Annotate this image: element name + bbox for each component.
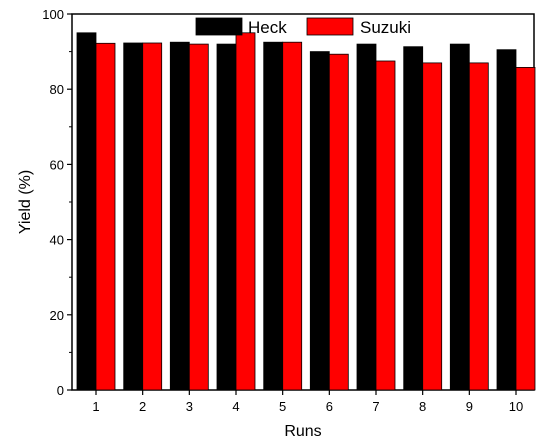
x-tick-label-3: 3: [186, 399, 193, 414]
bar-heck-run-10: [496, 49, 517, 391]
y-tick-label-0: 0: [57, 383, 64, 398]
bar-suzuki-run-7: [375, 60, 396, 391]
bars-group: [76, 32, 536, 391]
bar-suzuki-run-3: [188, 43, 209, 391]
x-tick-label-8: 8: [419, 399, 426, 414]
x-tick-label-9: 9: [466, 399, 473, 414]
bar-heck-run-6: [309, 51, 330, 391]
y-tick-label-20: 20: [50, 308, 64, 323]
bar-heck-run-7: [356, 43, 377, 391]
y-tick-label-80: 80: [50, 82, 64, 97]
x-axis: 1 2 3 4 5 6 7 8 9 10: [92, 390, 523, 414]
x-tick-label-2: 2: [139, 399, 146, 414]
x-tick-label-6: 6: [326, 399, 333, 414]
legend-swatch-suzuki: [306, 17, 354, 36]
y-axis: 0 20 40 60 80 100: [42, 7, 72, 398]
bar-heck-run-9: [449, 43, 470, 391]
y-tick-label-40: 40: [50, 233, 64, 248]
bar-heck-run-8: [403, 46, 424, 391]
bar-suzuki-run-9: [468, 62, 489, 391]
y-tick-label-60: 60: [50, 157, 64, 172]
legend-label-heck: Heck: [248, 18, 287, 37]
legend-label-suzuki: Suzuki: [360, 18, 411, 37]
bar-suzuki-run-1: [95, 42, 116, 391]
bar-heck-run-1: [76, 32, 97, 391]
bar-suzuki-run-2: [142, 42, 163, 391]
bar-suzuki-run-8: [422, 62, 443, 391]
x-tick-label-4: 4: [232, 399, 239, 414]
bar-suzuki-run-5: [282, 41, 303, 391]
x-axis-title: Runs: [284, 423, 321, 440]
bar-suzuki-run-6: [328, 53, 349, 391]
x-tick-label-10: 10: [509, 399, 523, 414]
bar-heck-run-3: [169, 41, 190, 391]
y-axis-title: Yield (%): [17, 170, 34, 234]
bar-suzuki-run-4: [235, 32, 256, 391]
bar-heck-run-4: [216, 43, 237, 391]
legend: Heck Suzuki: [195, 17, 411, 37]
y-tick-label-100: 100: [42, 7, 64, 22]
legend-swatch-heck: [195, 17, 243, 36]
x-tick-label-1: 1: [92, 399, 99, 414]
bar-heck-run-5: [263, 41, 284, 391]
x-tick-label-7: 7: [372, 399, 379, 414]
x-tick-label-5: 5: [279, 399, 286, 414]
bar-heck-run-2: [123, 42, 144, 391]
bar-suzuki-run-10: [515, 67, 536, 391]
